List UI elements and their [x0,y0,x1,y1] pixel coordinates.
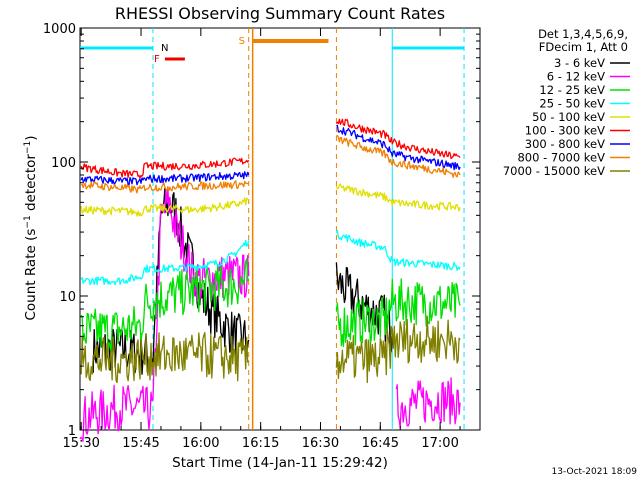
legend-entry-label: 800 - 7000 keV [517,151,605,165]
saa-flag-label: S [239,36,245,47]
x-tick-label: 15:30 [62,436,99,451]
series-line-4 [80,183,461,217]
status-flag-bars: N S F [80,28,465,430]
legend-entry-label: 7000 - 15000 keV [503,164,605,178]
y-tick-label: 100 [51,156,76,171]
saa-flag-bar [252,39,329,43]
legend-entry-label: 100 - 300 keV [525,124,605,138]
series-line-7 [80,134,461,194]
chart-title: RHESSI Observing Summary Count Rates [115,4,445,23]
legend: Det 1,3,4,5,6,9,FDecim 1, Att 0 3 - 6 keV… [503,27,630,178]
night-flag-label: N [161,43,168,54]
x-tick-label: 16:30 [302,436,339,451]
legend-entry-label: 50 - 100 keV [532,110,605,124]
x-tick-label: 17:00 [421,436,458,451]
series-line-5 [80,118,461,179]
y-tick-label: 1 [68,424,76,439]
x-axis-label: Start Time (14-Jan-11 15:29:42) [172,455,388,471]
legend-entry-label: 6 - 12 keV [547,70,605,84]
y-tick-label: 1000 [43,22,76,37]
legend-header: Det 1,3,4,5,6,9, [538,27,628,41]
series-line-8 [80,315,461,384]
flare-flag-label: F [154,54,160,65]
y-tick-label: 10 [59,290,76,305]
y-axis-label: Count Rate (s−1 detector−1) [23,135,39,320]
data-gap-markers [248,28,337,430]
legend-header: FDecim 1, Att 0 [539,40,628,54]
x-tick-label: 16:45 [362,436,399,451]
legend-entry-label: 25 - 50 keV [539,97,605,111]
legend-entry-label: 300 - 800 keV [525,137,605,151]
series-line-2 [80,258,461,354]
series-lines [79,118,461,442]
x-tick-label: 15:45 [122,436,159,451]
plot-area [79,27,481,431]
legend-entry-label: 12 - 25 keV [539,83,605,97]
series-line-6 [80,124,461,186]
series-line-1 [79,186,461,442]
series-line-3 [80,229,461,286]
x-axis-ticks: 15:30 15:45 16:00 16:15 16:30 16:45 17:00 [62,28,481,451]
y-axis-ticks: 1 10 100 1000 [43,22,480,439]
legend-entry-label: 3 - 6 keV [554,56,605,70]
x-tick-label: 16:00 [182,436,219,451]
plot-frame [79,27,481,431]
footer-timestamp: 13-Oct-2021 18:09 [552,467,638,477]
x-tick-label: 16:15 [242,436,279,451]
